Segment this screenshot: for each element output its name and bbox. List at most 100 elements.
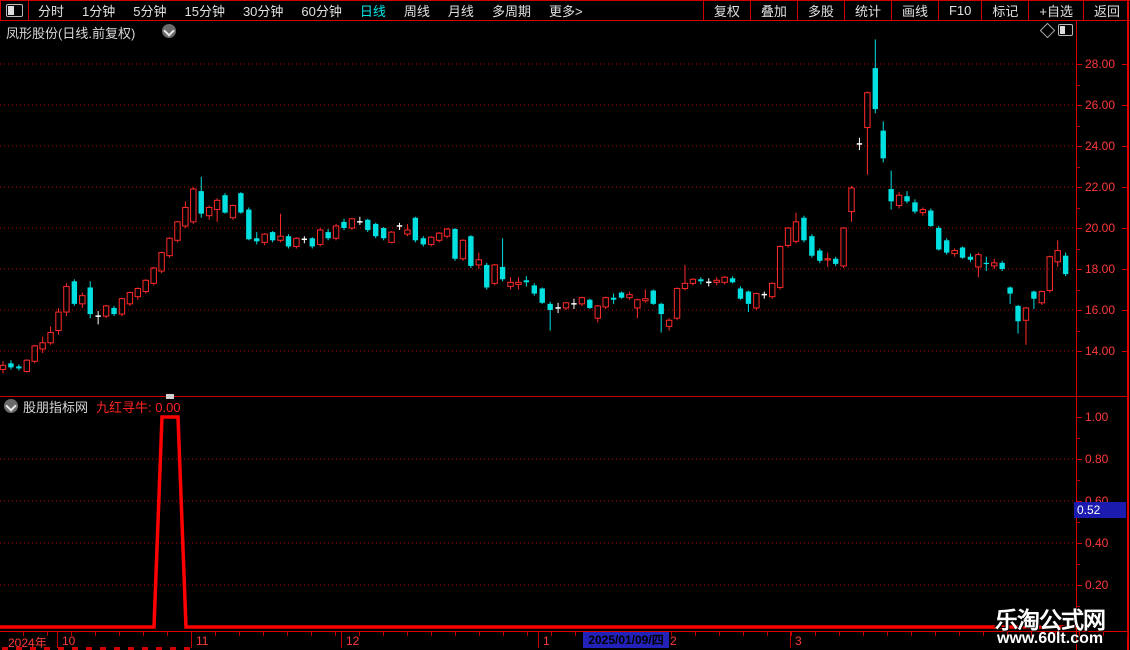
axis-tick [1076, 585, 1082, 586]
tool-button-8[interactable]: 返回 [1093, 4, 1120, 19]
period-button-8[interactable]: 月线 [447, 4, 474, 19]
period-button-4[interactable]: 30分钟 [242, 4, 284, 19]
watermark-url: www.60lt.com [997, 630, 1104, 647]
period-toolbar: 分时 1分钟 5分钟 15分钟 30分钟 60分钟 日线 周线 月线 多周期 更多> 复权 叠加 多股 统… [0, 0, 1130, 21]
indicator-source-label: 股朋指标网 [23, 399, 89, 415]
axis-tick [1122, 228, 1127, 229]
price-tick-label: 14.00 [1085, 344, 1116, 358]
axis-tick [1076, 459, 1082, 460]
price-tick-label: 18.00 [1085, 262, 1116, 276]
period-button-3[interactable]: 15分钟 [184, 4, 225, 19]
layout-split-icon[interactable] [1058, 24, 1073, 36]
chart-title-row: 凤形股份(日线.前复权) [0, 21, 1076, 41]
price-tick-label: 22.00 [1085, 180, 1116, 194]
axis-tick [1076, 501, 1082, 502]
axis-minor-tick [1076, 330, 1080, 332]
candlestick-chart[interactable] [0, 20, 1076, 396]
toolbar-divider [1082, 0, 1084, 21]
toolbar-divider [1028, 0, 1030, 21]
selected-date-badge: 2025/01/09/四 [583, 632, 669, 648]
axis-tick [1122, 105, 1127, 106]
stock-title: 凤形股份(日线.前复权) [6, 26, 136, 41]
period-button-10[interactable]: 更多> [548, 4, 583, 19]
axis-tick [1076, 146, 1082, 147]
indicator-value-label: 九红寻牛: 0.00 [96, 399, 181, 415]
axis-tick [1076, 64, 1082, 65]
axis-minor-tick [1076, 207, 1080, 209]
price-tick-label: 20.00 [1085, 221, 1116, 235]
axis-tick [1122, 269, 1127, 270]
tool-button-2[interactable]: 多股 [807, 4, 834, 19]
axis-tick [1122, 187, 1127, 188]
axis-minor-tick [1076, 438, 1080, 439]
tool-button-3[interactable]: 统计 [854, 4, 881, 19]
toolbar-divider [937, 0, 939, 21]
month-tick [790, 632, 791, 648]
period-button-5[interactable]: 60分钟 [301, 4, 342, 19]
toolbar-divider [28, 0, 29, 21]
axis-minor-tick [1076, 84, 1080, 86]
month-label: 11 [196, 634, 209, 648]
month-tick [538, 632, 539, 648]
period-button-1[interactable]: 1分钟 [82, 4, 116, 19]
axis-separator-line [1076, 20, 1077, 650]
signal-line [0, 415, 1076, 629]
axis-minor-tick [1076, 248, 1080, 250]
chevron-down-icon[interactable] [4, 399, 18, 413]
current-value-badge: 0.52 [1074, 502, 1126, 518]
indicator-chart[interactable] [0, 396, 1076, 650]
axis-tick [1076, 417, 1082, 418]
month-tick [57, 632, 58, 648]
chevron-down-icon[interactable] [162, 24, 176, 38]
tool-button-0[interactable]: 复权 [713, 4, 740, 19]
axis-tick [1122, 64, 1127, 65]
indicator-tick-label: 0.40 [1085, 536, 1109, 550]
indicator-tick-label: 0.80 [1085, 452, 1109, 466]
month-label: 3 [795, 634, 802, 648]
axis-minor-tick [1076, 606, 1080, 607]
month-tick [341, 632, 342, 648]
price-tick-label: 16.00 [1085, 303, 1116, 317]
panel-divider[interactable] [0, 396, 1128, 397]
split-screen-icon[interactable] [6, 4, 23, 17]
axis-minor-tick [1076, 289, 1080, 291]
period-button-7[interactable]: 周线 [403, 4, 430, 19]
tool-button-4[interactable]: 画线 [901, 4, 928, 19]
tool-button-6[interactable]: 标记 [992, 4, 1019, 19]
month-label: 12 [346, 634, 360, 648]
toolbar-divider [981, 0, 983, 21]
tool-button-7[interactable]: +自选 [1039, 4, 1073, 19]
period-button-6[interactable]: 日线 [359, 4, 386, 19]
tool-button-5[interactable]: F10 [948, 3, 972, 18]
axis-tick [1076, 310, 1082, 311]
period-button-9[interactable]: 多周期 [491, 4, 531, 19]
toolbar-divider [796, 0, 798, 21]
month-label: 2 [670, 634, 677, 648]
axis-minor-tick [1076, 564, 1080, 565]
axis-minor-tick [1076, 480, 1080, 481]
month-tick [191, 632, 192, 648]
price-tick-label: 26.00 [1085, 98, 1116, 112]
tool-buttons: 复权 叠加 多股 统计 画线 F10 标记 +自选 返回 [702, 0, 1130, 21]
toolbar-divider [702, 0, 704, 21]
panel-divider-handle[interactable] [166, 394, 174, 399]
period-button-0[interactable]: 分时 [38, 4, 65, 19]
axis-tick [1076, 105, 1082, 106]
month-label: 1 [543, 634, 550, 648]
period-button-2[interactable]: 5分钟 [133, 4, 167, 19]
right-border [1127, 0, 1129, 650]
axis-tick [1122, 351, 1127, 352]
axis-minor-tick [1076, 125, 1080, 127]
axis-tick [1122, 146, 1127, 147]
tool-button-1[interactable]: 叠加 [760, 4, 787, 19]
axis-minor-tick [1076, 166, 1080, 168]
toolbar-divider [749, 0, 751, 21]
time-axis: 2024年 10 11 12 1 2 3 2025/01/09/四 [0, 631, 1128, 650]
indicator-header: 股朋指标网 九红寻牛: 0.00 [0, 398, 181, 415]
indicator-tick-label: 1.00 [1085, 410, 1109, 424]
axis-minor-tick [1076, 522, 1080, 523]
year-label: 2024年 [8, 636, 47, 650]
toolbar-divider [843, 0, 845, 21]
price-tick-label: 28.00 [1085, 57, 1116, 71]
